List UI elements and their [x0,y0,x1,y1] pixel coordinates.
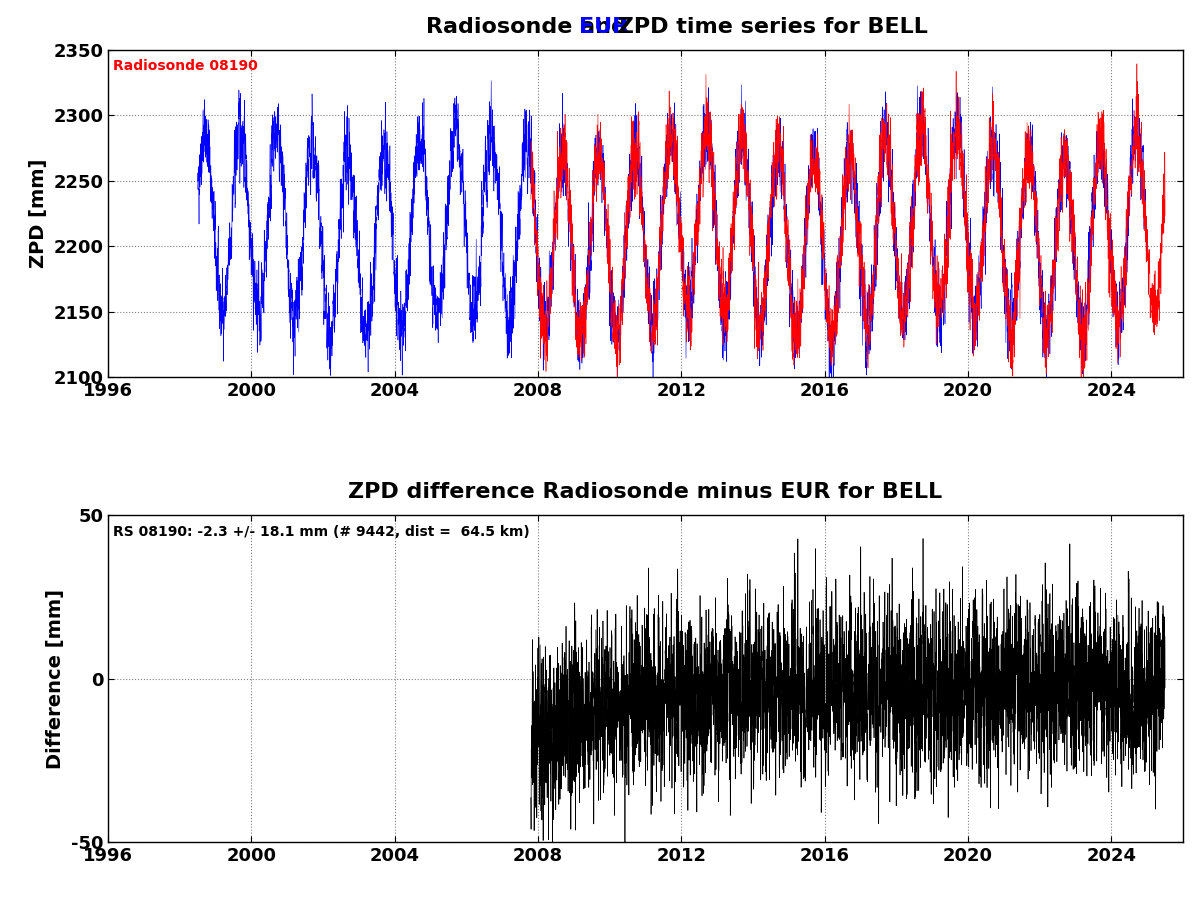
Text: RS 08190: -2.3 +/- 18.1 mm (# 9442, dist =  64.5 km): RS 08190: -2.3 +/- 18.1 mm (# 9442, dist… [113,524,530,539]
Text: Radiosonde and: Radiosonde and [426,17,634,37]
Text: ZPD difference Radiosonde minus EUR for BELL: ZPD difference Radiosonde minus EUR for … [348,482,943,502]
Text: EUR: EUR [579,17,629,37]
Text: ZPD time series for BELL: ZPD time series for BELL [610,17,927,37]
Text: Radiosonde 08190: Radiosonde 08190 [113,59,258,73]
Y-axis label: Difference [mm]: Difference [mm] [46,588,65,769]
Y-axis label: ZPD [mm]: ZPD [mm] [29,159,48,268]
